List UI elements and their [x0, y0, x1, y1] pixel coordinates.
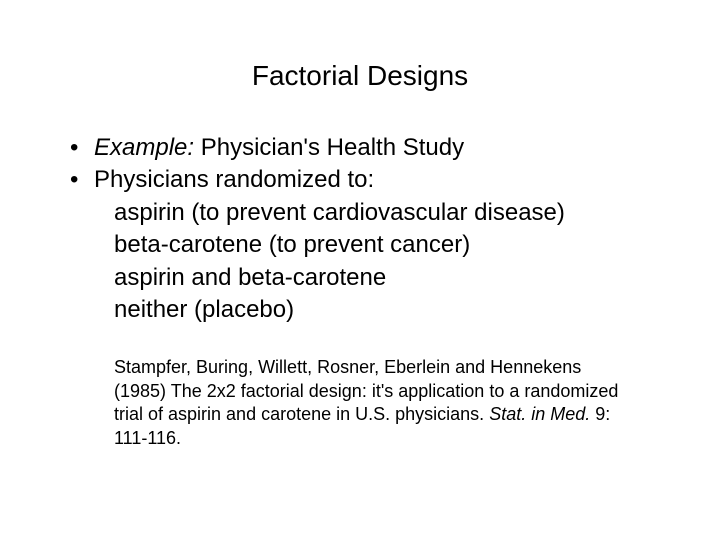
bullet-text-example: Physician's Health Study [194, 134, 464, 161]
citation-italic: Stat. in Med. [489, 404, 590, 424]
citation-text: Stampfer, Buring, Willett, Rosner, Eberl… [50, 356, 670, 450]
bullet-item-example: Example: Physician's Health Study [70, 132, 670, 164]
sub-item-betacarotene: beta-carotene (to prevent cancer) [114, 229, 670, 261]
sub-item-aspirin: aspirin (to prevent cardiovascular disea… [114, 197, 670, 229]
bullet-item-randomized: Physicians randomized to: [70, 164, 670, 196]
slide-title: Factorial Designs [50, 60, 670, 92]
main-bullet-list: Example: Physician's Health Study Physic… [50, 132, 670, 197]
sub-item-both: aspirin and beta-carotene [114, 262, 670, 294]
sub-item-list: aspirin (to prevent cardiovascular disea… [50, 197, 670, 327]
bullet-text-randomized: Physicians randomized to: [94, 166, 374, 193]
sub-item-neither: neither (placebo) [114, 294, 670, 326]
bullet-prefix-example: Example: [94, 134, 194, 161]
